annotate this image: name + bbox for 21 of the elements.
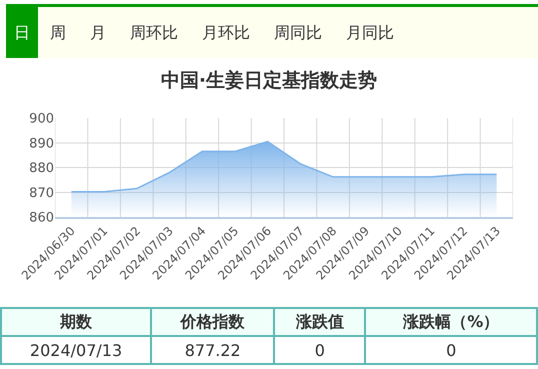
text: 日 (6, 7, 38, 60)
text: 0 (274, 336, 366, 364)
text: 价格指数 (151, 308, 274, 336)
text: 月同比 (345, 22, 395, 44)
text: 周同比 (273, 22, 323, 44)
text: 期数 (1, 308, 152, 336)
y-tick-label: 860 (29, 210, 54, 226)
text: 0 (365, 336, 537, 364)
text: 月 (89, 22, 107, 44)
y-tick-label: 900 (29, 112, 54, 127)
text: 月环比 (201, 22, 251, 44)
y-tick-label: 890 (29, 136, 54, 152)
y-tick-label: 870 (29, 186, 54, 201)
text: 2024/07/13 (1, 336, 152, 364)
y-tick-label: 880 (29, 161, 54, 176)
text: 涨跌幅（%） (365, 308, 537, 336)
text: 877.22 (151, 336, 274, 364)
chart-title: 中国·生姜日定基指数走势 (160, 69, 378, 92)
text: 周环比 (129, 22, 179, 44)
text: 涨跌值 (274, 308, 366, 336)
text: 周 (49, 22, 67, 44)
